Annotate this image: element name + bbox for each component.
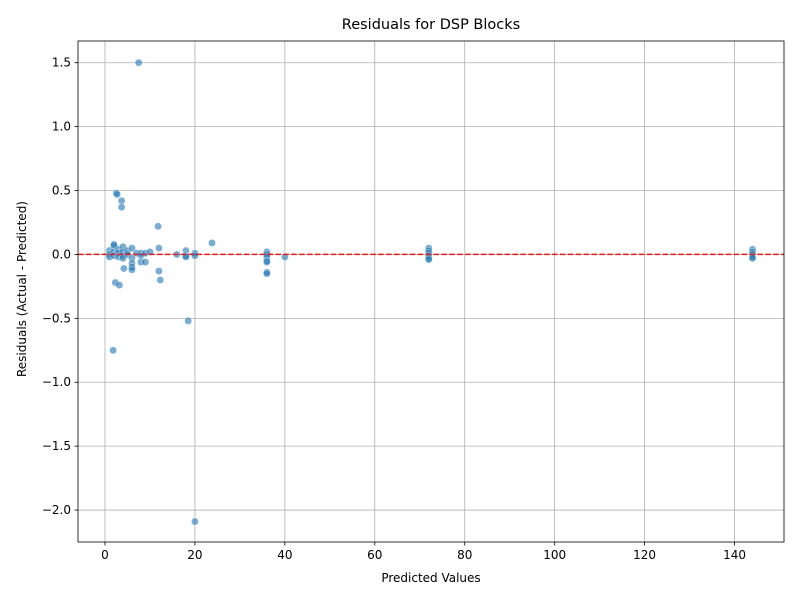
data-point — [128, 244, 136, 252]
plot-frame — [77, 40, 785, 543]
data-point — [424, 255, 433, 264]
data-point — [128, 265, 136, 274]
y-tick-label: −0.5 — [42, 311, 71, 325]
data-point — [156, 276, 165, 284]
x-tick-label: 40 — [277, 548, 292, 562]
x-axis-label: Predicted Values — [381, 571, 480, 585]
data-point — [263, 258, 271, 266]
x-tick-label: 140 — [723, 548, 746, 562]
data-point — [154, 222, 162, 231]
data-point — [155, 267, 163, 275]
data-point — [146, 248, 154, 256]
x-tick-label: 0 — [101, 548, 109, 562]
data-point — [134, 58, 143, 67]
data-point — [117, 196, 126, 205]
y-axis-ticks: −2.0 −1.5 −1.0 −0.5 0.0 0.5 1.0 1.5 — [42, 56, 78, 517]
data-point — [281, 253, 289, 261]
x-tick-label: 100 — [543, 548, 566, 562]
y-tick-label: 1.5 — [52, 56, 71, 70]
y-tick-label: −2.0 — [42, 503, 71, 517]
data-point — [184, 317, 193, 325]
y-tick-label: 0.0 — [52, 247, 71, 261]
y-tick-label: 1.0 — [52, 120, 71, 134]
x-axis-ticks: 0 20 40 60 80 100 120 140 — [101, 542, 746, 562]
y-axis-label: Residuals (Actual - Predicted) — [15, 201, 29, 377]
data-point — [113, 190, 121, 199]
grid — [78, 41, 784, 542]
data-point — [120, 264, 128, 273]
x-tick-label: 80 — [457, 548, 472, 562]
y-tick-label: 0.5 — [52, 184, 71, 198]
data-point — [191, 251, 199, 260]
data-point — [191, 517, 199, 526]
x-tick-label: 60 — [367, 548, 382, 562]
data-point — [182, 253, 190, 261]
y-tick-label: −1.0 — [42, 375, 71, 389]
data-point — [141, 258, 150, 266]
x-tick-label: 120 — [633, 548, 656, 562]
data-point — [208, 239, 216, 247]
data-point — [155, 244, 163, 252]
data-point — [117, 203, 126, 211]
data-point — [748, 254, 757, 263]
x-tick-label: 20 — [187, 548, 202, 562]
chart-title: Residuals for DSP Blocks — [342, 17, 520, 33]
y-tick-label: −1.5 — [42, 439, 71, 453]
data-point — [115, 281, 124, 289]
data-point — [263, 269, 271, 278]
data-point — [109, 346, 117, 355]
